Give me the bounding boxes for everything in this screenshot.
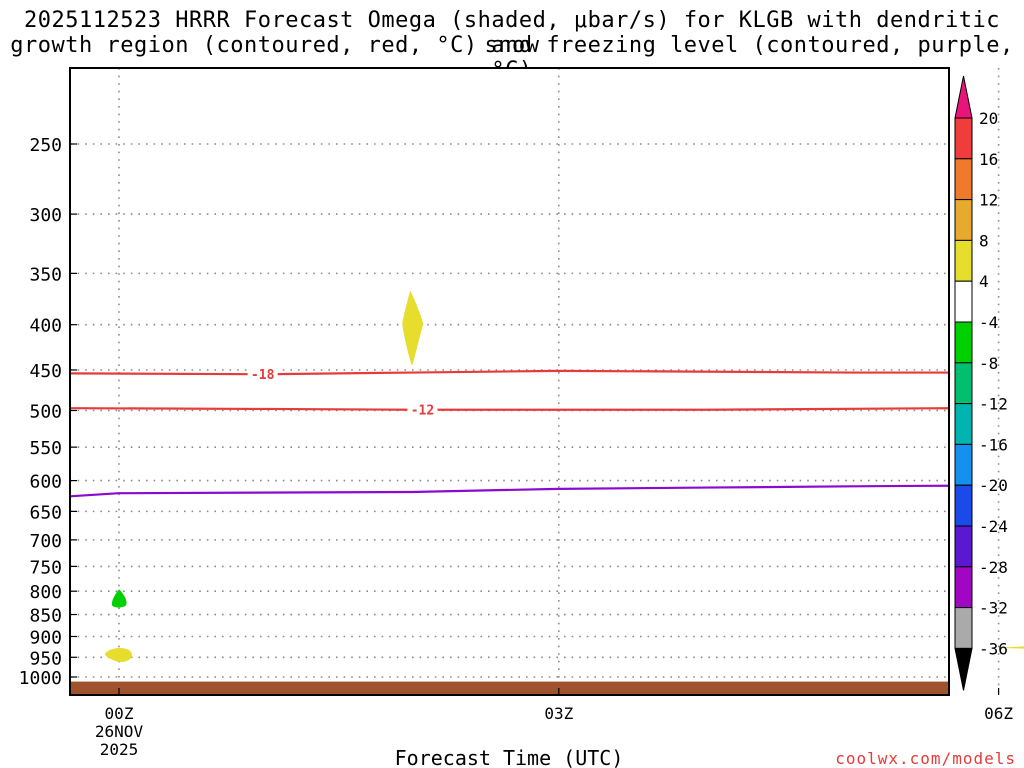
y-tick-label: 900 — [29, 627, 62, 648]
y-tick-label: 550 — [29, 438, 62, 459]
colorbar-bin — [954, 484, 973, 527]
colorbar: 20 16 12 8 4 -4 -8 -12 -16 -20 -24 -28 -32 -36 — [954, 75, 1008, 691]
colorbar-bin — [954, 199, 973, 241]
colorbar-bin — [954, 362, 973, 405]
x-tick-label: 00Z — [105, 704, 134, 723]
colorbar-tick-label: -20 — [979, 476, 1008, 495]
y-tick-label: 850 — [29, 606, 62, 627]
y-tick-label: 650 — [29, 502, 62, 523]
colorbar-tick-label: 4 — [979, 272, 989, 291]
colorbar-tick-label: 16 — [979, 150, 998, 169]
colorbar-bin — [954, 117, 973, 160]
colorbar-tick-label: 8 — [979, 231, 989, 250]
colorbar-tick-label: -4 — [979, 313, 998, 332]
sinking-omega-area — [402, 290, 424, 366]
y-tick-label: 800 — [29, 582, 62, 603]
contour-label: -18 — [251, 368, 275, 383]
colorbar-over-triangle — [954, 75, 973, 119]
contour-label-bg — [407, 402, 438, 417]
colorbar-bin — [954, 525, 973, 568]
colorbar-tick-label: -24 — [979, 517, 1008, 536]
y-tick-label: 450 — [29, 361, 62, 382]
y-tick-label: 750 — [29, 557, 62, 578]
colorbar-bin — [954, 607, 973, 649]
y-tick-label: 350 — [29, 264, 62, 285]
y-tick-label: 1000 — [19, 668, 62, 689]
x-tick-label: 03Z — [544, 704, 573, 723]
colorbar-tick-label: -12 — [979, 395, 1008, 414]
x-tick-year: 2025 — [100, 740, 139, 759]
colorbar-tick-label: -32 — [979, 599, 1008, 618]
sinking-omega-area — [105, 647, 132, 662]
colorbar-tick-label: -16 — [979, 435, 1008, 454]
colorbar-bin — [954, 443, 973, 486]
colorbar-tick-label: -28 — [979, 558, 1008, 577]
colorbar-bin — [954, 321, 973, 364]
colorbar-tick-label: 20 — [979, 109, 998, 128]
colorbar-bin — [954, 280, 973, 323]
contour-label: -12 — [411, 404, 434, 419]
colorbar-tick-label: 12 — [979, 191, 998, 210]
ground-surface-band — [70, 681, 949, 695]
y-tick-label: 400 — [29, 316, 62, 337]
x-tick-label: 06Z — [984, 704, 1013, 723]
axes: 2503003504004505005506006507007508008509… — [19, 135, 1014, 759]
colorbar-bin — [954, 158, 973, 201]
ground-surface — [70, 681, 949, 695]
credit-text: coolwx.com/models — [835, 749, 1016, 768]
y-tick-label: 950 — [29, 648, 62, 669]
colorbar-tick-label: -36 — [979, 639, 1008, 658]
y-tick-label: 500 — [29, 402, 62, 423]
plot-area — [70, 68, 949, 695]
colorbar-tick-label: -8 — [979, 354, 998, 373]
plot-frame — [69, 67, 950, 696]
rising-omega-area — [111, 589, 127, 608]
x-tick-date: 26NOV — [95, 722, 144, 741]
y-tick-label: 250 — [29, 135, 62, 156]
colorbar-bin — [954, 566, 973, 609]
x-axis-label: Forecast Time (UTC) — [395, 746, 624, 768]
chart-title-line1: 2025112523 HRRR Forecast Omega (shaded, … — [24, 8, 1000, 58]
y-tick-label: 300 — [29, 205, 62, 226]
colorbar-bin — [954, 239, 973, 282]
colorbar-bin — [954, 403, 973, 445]
y-tick-label: 700 — [29, 531, 62, 552]
y-tick-label: 600 — [29, 472, 62, 493]
colorbar-under-triangle — [954, 647, 973, 691]
sinking-omega-area — [998, 646, 1024, 649]
chart-title-line2: growth region (contoured, red, °C) and f… — [10, 33, 1014, 83]
contour-label-bg — [247, 367, 278, 382]
omega-shading — [105, 290, 1024, 662]
